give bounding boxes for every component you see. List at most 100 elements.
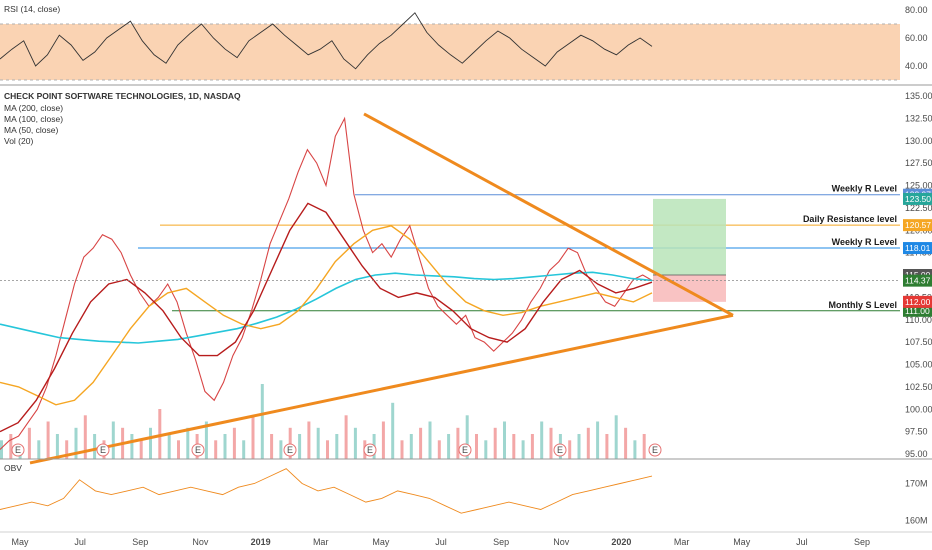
volume-bar <box>223 434 227 459</box>
volume-bar <box>130 434 134 459</box>
price-tick-label: 135.00 <box>905 91 932 101</box>
earnings-marker[interactable] <box>553 443 567 457</box>
price-tick-label: 97.50 <box>905 427 928 437</box>
legend-ma-200: MA (200, close) <box>4 103 63 113</box>
rsi-tick-label: 60.00 <box>905 33 928 43</box>
rsi-tick-label: 40.00 <box>905 61 928 71</box>
price-badge <box>903 295 932 308</box>
volume-bar <box>642 434 646 459</box>
volume-bar <box>614 415 618 460</box>
level-badge-label: 111.00 <box>905 306 930 316</box>
volume-bar <box>540 421 544 459</box>
earnings-marker-label: E <box>367 445 373 455</box>
take-profit-zone <box>653 198 726 275</box>
obv-tick-label: 160M <box>905 516 928 526</box>
time-tick-label: Nov <box>553 537 570 547</box>
earnings-marker[interactable] <box>458 443 472 457</box>
ma-50-line <box>0 202 653 433</box>
rsi-band <box>0 24 900 80</box>
volume-bar <box>242 440 246 460</box>
triangle-lower-trendline <box>29 313 734 465</box>
volume-bar <box>158 409 162 459</box>
earnings-marker-label: E <box>287 445 293 455</box>
volume-bar <box>55 434 59 459</box>
volume-bar <box>605 434 609 459</box>
earnings-marker-label: E <box>195 445 201 455</box>
volume-bar <box>335 434 339 459</box>
rsi-pane: RSI (14, close) 80.00 60.00 40.00 <box>0 4 928 81</box>
time-tick-label: Mar <box>313 537 329 547</box>
obv-tick-label: 170M <box>905 479 928 489</box>
time-tick-label: May <box>11 537 29 547</box>
earnings-marker[interactable] <box>363 443 377 457</box>
volume-bar <box>298 434 302 459</box>
earnings-marker[interactable] <box>191 443 205 457</box>
volume-bar <box>167 434 171 459</box>
earnings-marker[interactable] <box>11 443 25 457</box>
time-tick-label: May <box>733 537 751 547</box>
price-tick-label: 102.50 <box>905 382 932 392</box>
volume-bar <box>493 427 497 460</box>
volume-bar <box>139 440 143 460</box>
time-tick-label: 2019 <box>251 537 271 547</box>
rsi-tick-label: 80.00 <box>905 5 928 15</box>
volume-bar <box>74 427 78 460</box>
earnings-marker[interactable] <box>648 443 662 457</box>
earnings-marker-label: E <box>15 445 21 455</box>
earnings-marker[interactable] <box>96 443 110 457</box>
volume-bar <box>409 434 413 459</box>
level-label: Monthly S Level <box>828 300 897 310</box>
earnings-marker-label: E <box>557 445 563 455</box>
price-tick-label: 125.00 <box>905 181 932 191</box>
price-badge-label: 123.50 <box>905 194 931 204</box>
volume-bar <box>428 421 432 459</box>
level-badge <box>903 219 932 232</box>
volume-bar <box>391 402 395 460</box>
level-label: Daily Resistance level <box>803 214 897 224</box>
volume-bar <box>344 415 348 460</box>
level-badge-label: 118.01 <box>905 243 931 253</box>
volume-bar <box>596 421 600 459</box>
volume-bar <box>456 427 460 460</box>
time-tick-label: Mar <box>674 537 690 547</box>
volume-bar <box>46 421 50 459</box>
volume-bar <box>204 421 208 459</box>
earnings-marker[interactable] <box>283 443 297 457</box>
price-tick-label: 122.50 <box>905 203 932 213</box>
volume-bar <box>186 427 190 460</box>
volume-bar <box>83 415 87 460</box>
volume-bar <box>111 421 115 459</box>
chart-title: CHECK POINT SOFTWARE TECHNOLOGIES, 1D, N… <box>4 91 241 101</box>
legend-ma-50: MA (50, close) <box>4 125 58 135</box>
price-tick-label: 105.00 <box>905 360 932 370</box>
volume-bar <box>381 421 385 459</box>
volume-bar <box>260 384 264 459</box>
price-tick-label: 107.50 <box>905 337 932 347</box>
volume-bar <box>512 434 516 459</box>
level-labels: Weekly R Level Daily Resistance level Week… <box>803 184 897 310</box>
volume-bar <box>577 434 581 459</box>
volume-bar <box>503 421 506 459</box>
price-tick-label: 127.50 <box>905 158 932 168</box>
earnings-marker-label: E <box>652 445 658 455</box>
volume-bar <box>353 427 357 460</box>
volume-bar <box>484 440 488 460</box>
volume-bar <box>27 427 31 460</box>
level-badge-label: 120.57 <box>905 220 931 230</box>
price-pane: E E E E E E E E CHECK POINT SOFTWARE TECHNOLOGI… <box>0 91 932 465</box>
obv-axis: 170M 160M <box>905 479 928 526</box>
volume-bar <box>437 440 441 460</box>
ma-100-line <box>0 225 653 406</box>
price-badges: 123.97120.57118.01111.00123.50115.00114.… <box>903 188 932 317</box>
volume-bar <box>307 421 311 459</box>
time-tick-label: Nov <box>192 537 209 547</box>
time-tick-label: Sep <box>854 537 870 547</box>
volume-bar <box>149 427 152 460</box>
volume-bar <box>232 427 236 460</box>
price-badge <box>903 192 932 205</box>
volume-bar <box>549 427 553 460</box>
price-badge-label: 114.37 <box>905 276 931 286</box>
obv-label: OBV <box>4 463 22 473</box>
